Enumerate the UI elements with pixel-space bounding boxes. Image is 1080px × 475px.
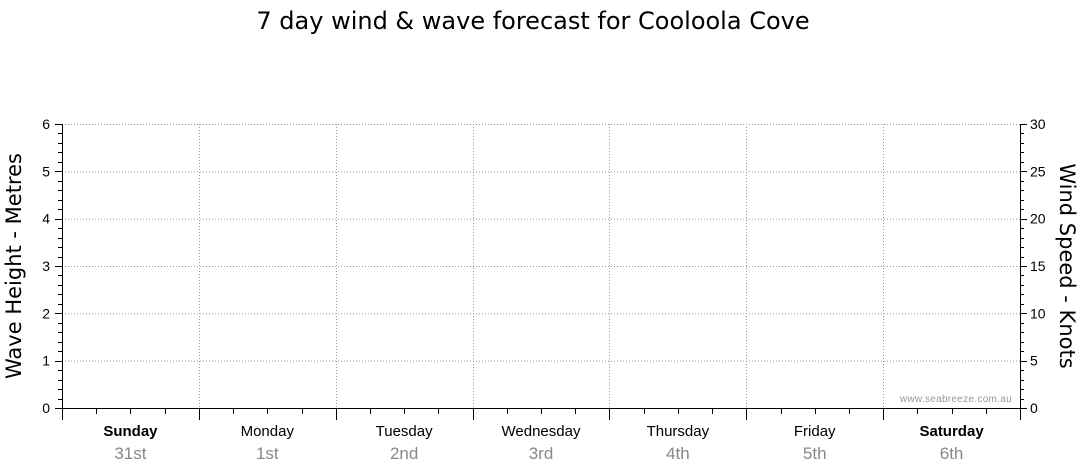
watermark: www.seabreeze.com.au: [899, 394, 1012, 405]
left-tick-label: 3: [42, 258, 50, 274]
day-name-label: Monday: [241, 423, 295, 440]
right-tick-label: 15: [1030, 258, 1046, 274]
right-tick-label: 20: [1030, 211, 1046, 227]
day-date-label: 2nd: [390, 444, 418, 463]
day-labels: Sunday 31st Monday 1st Tuesday 2nd Wednesday 3r…: [103, 423, 984, 463]
left-axis-ticks: 0 1 2 3 4 5 6: [42, 116, 50, 416]
day-name-label: Thursday: [647, 423, 710, 440]
right-axis-title: Wind Speed - Knots: [1055, 163, 1079, 368]
day-date-label: 3rd: [529, 444, 554, 463]
day-date-label: 1st: [256, 444, 279, 463]
right-axis-ticks: 0 5 10 15 20 25 30: [1030, 116, 1046, 416]
left-tick-label: 5: [42, 163, 50, 179]
day-date-label: 31st: [114, 444, 146, 463]
right-tick-label: 25: [1030, 163, 1046, 179]
day-name-label: Saturday: [919, 423, 984, 440]
left-tick-label: 2: [42, 305, 50, 321]
day-date-label: 6th: [940, 444, 964, 463]
day-name-label: Sunday: [103, 423, 158, 440]
right-tick-label: 5: [1030, 353, 1038, 369]
day-date-label: 4th: [666, 444, 690, 463]
left-tick-label: 1: [42, 353, 50, 369]
day-name-label: Tuesday: [376, 423, 433, 440]
day-date-label: 5th: [803, 444, 827, 463]
right-tick-label: 10: [1030, 305, 1046, 321]
chart-title: 7 day wind & wave forecast for Cooloola …: [256, 7, 809, 35]
day-name-label: Friday: [794, 423, 836, 440]
right-tick-label: 0: [1030, 400, 1038, 416]
grid-lines: [62, 124, 1020, 408]
right-tick-label: 30: [1030, 116, 1046, 132]
left-tick-label: 6: [42, 116, 50, 132]
left-tick-label: 4: [42, 211, 50, 227]
axes: [55, 124, 1027, 420]
left-axis-title: Wave Height - Metres: [2, 153, 26, 379]
day-name-label: Wednesday: [502, 423, 581, 440]
left-tick-label: 0: [42, 400, 50, 416]
